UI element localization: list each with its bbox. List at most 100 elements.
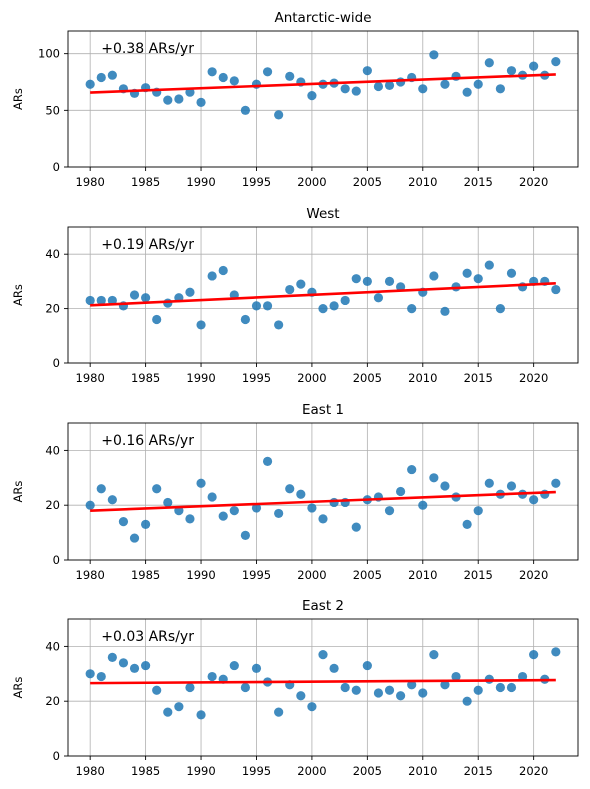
panel-title: East 1 (302, 402, 344, 418)
data-point (251, 503, 262, 513)
data-point (484, 58, 494, 68)
data-point (207, 492, 217, 502)
x-tick-label: 1980 (76, 175, 105, 189)
data-point (351, 86, 361, 96)
x-tick-label: 1990 (186, 568, 215, 582)
x-tick-label: 2020 (519, 568, 548, 582)
data-point (285, 484, 295, 494)
x-tick-label: 1995 (242, 371, 271, 385)
y-tick-label: 0 (53, 160, 60, 174)
data-point (440, 481, 450, 491)
data-point (307, 702, 317, 712)
data-point (107, 495, 117, 505)
data-point (207, 271, 217, 281)
x-tick-label: 2020 (519, 175, 548, 189)
data-point (96, 295, 106, 306)
data-point (129, 290, 140, 300)
panel-title: Antarctic-wide (274, 10, 371, 26)
x-tick-label: 1990 (186, 764, 215, 778)
data-point (85, 669, 95, 679)
data-point (462, 268, 472, 278)
data-point (318, 650, 328, 660)
y-tick-label: 20 (45, 694, 60, 708)
x-tick-label: 2000 (297, 764, 326, 778)
chart-panel-3: 1980 1985 1990 1995 2000 2005 2010 2015 2020 0 20 4… (11, 402, 579, 582)
data-point (384, 276, 395, 286)
y-tick-label: 40 (45, 247, 60, 261)
data-point (340, 295, 350, 306)
data-point (196, 710, 206, 720)
data-point (373, 293, 384, 303)
data-point (196, 478, 206, 488)
y-tick-label: 100 (38, 47, 60, 61)
x-tick-label: 1990 (186, 175, 215, 189)
data-point (240, 682, 250, 693)
x-tick-label: 2015 (464, 568, 493, 582)
x-tick-label: 2010 (408, 568, 437, 582)
x-tick-label: 1990 (186, 371, 215, 385)
data-point (329, 663, 339, 673)
data-point (251, 663, 262, 673)
data-point (174, 702, 184, 712)
data-point (274, 707, 284, 717)
data-point (163, 298, 173, 308)
x-tick-label: 2015 (464, 175, 493, 189)
x-tick-label: 1985 (131, 764, 160, 778)
data-point (196, 320, 206, 330)
y-tick-label: 0 (53, 553, 60, 567)
y-tick-label: 50 (45, 103, 60, 117)
trend-line (90, 282, 556, 307)
data-point (373, 688, 384, 698)
trend-annotation: +0.16 ARs/yr (101, 433, 194, 449)
data-point (274, 110, 284, 120)
data-point (396, 691, 406, 701)
data-point (340, 84, 350, 94)
trend-annotation: +0.03 ARs/yr (101, 629, 194, 645)
data-point (163, 95, 173, 105)
data-point (85, 295, 95, 306)
x-tick-label: 1980 (76, 568, 105, 582)
x-tick-label: 2005 (353, 371, 382, 385)
trend-line (90, 678, 556, 685)
y-tick-label: 40 (45, 639, 60, 653)
chart-panel-1: 1980 1985 1990 1995 2000 2005 2010 2015 2020 0 50 1… (11, 10, 579, 189)
data-point (207, 671, 217, 682)
data-point (462, 696, 472, 706)
trend-line (90, 73, 556, 94)
data-point (141, 660, 151, 671)
data-point (529, 495, 539, 505)
data-point (362, 66, 372, 76)
data-point (451, 671, 461, 682)
data-point (351, 685, 361, 695)
data-point (384, 506, 395, 516)
y-axis-label: ARs (11, 481, 25, 503)
data-point (351, 274, 361, 284)
trend-annotation: +0.38 ARs/yr (101, 41, 194, 57)
data-point (540, 489, 550, 499)
data-point (163, 497, 173, 508)
data-point (462, 519, 472, 529)
data-point (440, 79, 450, 89)
y-tick-label: 0 (53, 749, 60, 763)
data-point (318, 514, 328, 524)
data-point (129, 533, 140, 543)
x-tick-label: 1980 (76, 764, 105, 778)
plot-frame (67, 618, 579, 757)
data-point (174, 94, 184, 104)
y-axis-label: ARs (11, 677, 25, 699)
data-point (141, 519, 151, 529)
data-point (473, 506, 483, 516)
data-point (107, 295, 117, 306)
data-point (307, 91, 317, 101)
data-point (141, 293, 151, 303)
data-point (229, 76, 239, 86)
data-point (396, 77, 406, 87)
data-point (229, 506, 239, 516)
data-point (118, 658, 129, 668)
data-point (351, 522, 361, 532)
data-point (473, 685, 483, 695)
plot-frame (67, 226, 579, 364)
data-point (407, 304, 417, 314)
data-point (407, 680, 417, 690)
data-point (107, 70, 117, 80)
